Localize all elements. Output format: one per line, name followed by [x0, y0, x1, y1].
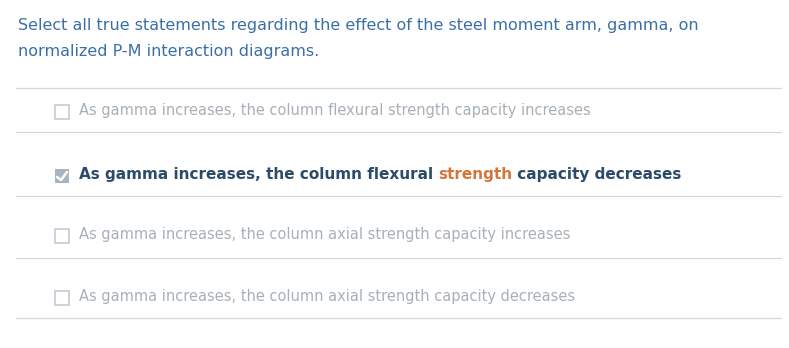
- Text: As gamma increases, the column flexural: As gamma increases, the column flexural: [79, 167, 439, 182]
- Bar: [55, 229, 69, 243]
- Text: capacity decreases: capacity decreases: [513, 167, 682, 182]
- Text: As gamma increases, the column axial strength capacity decreases: As gamma increases, the column axial str…: [79, 290, 575, 304]
- Text: As gamma increases, the column axial strength capacity increases: As gamma increases, the column axial str…: [79, 228, 570, 243]
- Text: As gamma increases, the column flexural strength capacity increases: As gamma increases, the column flexural …: [79, 103, 591, 119]
- Text: Select all true statements regarding the effect of the steel moment arm, gamma, : Select all true statements regarding the…: [18, 18, 698, 33]
- Text: strength: strength: [439, 167, 513, 182]
- Bar: [55, 291, 69, 305]
- Bar: [55, 169, 69, 183]
- Bar: [55, 105, 69, 119]
- Text: normalized P-M interaction diagrams.: normalized P-M interaction diagrams.: [18, 44, 320, 59]
